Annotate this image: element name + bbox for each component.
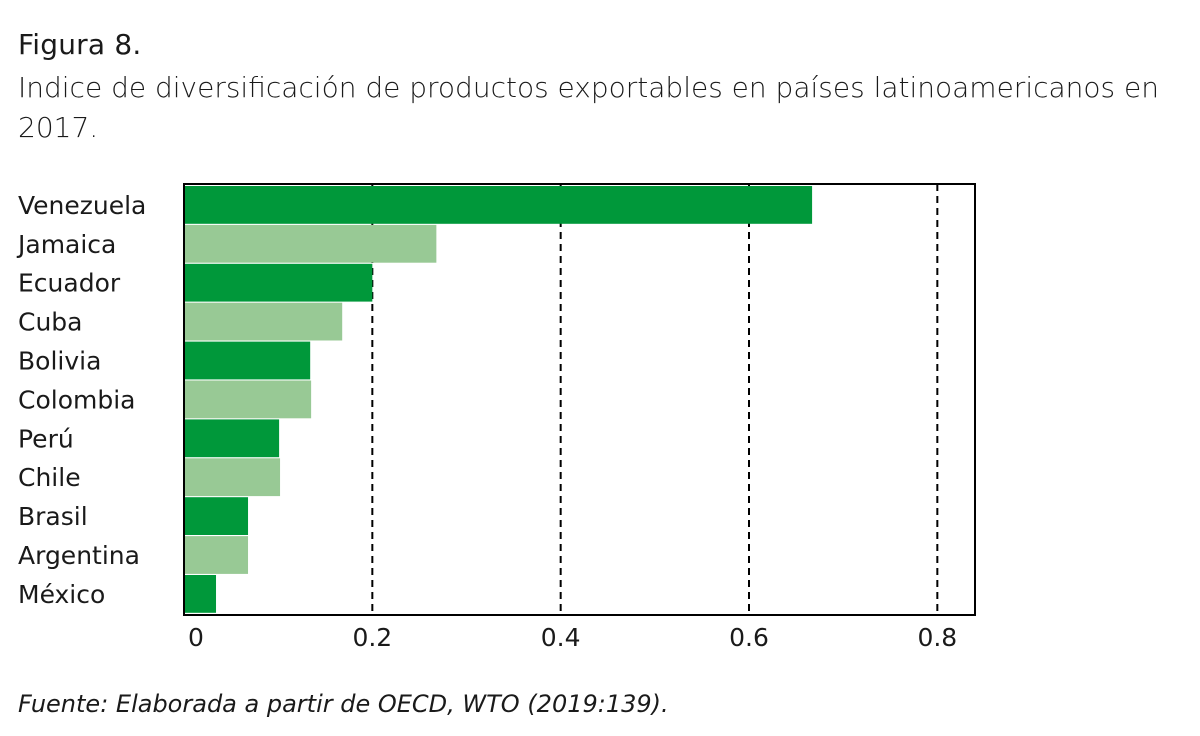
figure-title: Indice de diversificación de productos e… [18, 71, 1159, 144]
x-tick-label-0.2: 0.2 [352, 623, 392, 652]
bar-cuba [184, 302, 343, 341]
bar-colombia [184, 380, 312, 419]
bar-bolivia [184, 341, 311, 380]
category-label-brasil: Brasil [18, 502, 88, 531]
x-tick-label-0.4: 0.4 [541, 623, 581, 652]
plot-frame [183, 183, 976, 616]
category-label-venezuela: Venezuela [18, 191, 146, 220]
category-label-colombia: Colombia [18, 385, 135, 414]
bar-venezuela [184, 186, 813, 224]
category-label-ecuador: Ecuador [18, 269, 121, 298]
gridlines [371, 184, 939, 615]
bar-brasil [184, 497, 249, 535]
x-tick-label-0.8: 0.8 [917, 623, 957, 652]
category-label-perú: Perú [18, 424, 74, 453]
figure-label: Figura 8. [18, 28, 142, 61]
bar-chile [184, 458, 281, 497]
bar-jamaica [184, 224, 437, 263]
category-label-argentina: Argentina [18, 541, 140, 570]
x-axis-ticks: 0 0.2 0.4 0.6 0.8 [188, 623, 957, 652]
bar-méxico [184, 575, 217, 613]
bar-ecuador [184, 263, 373, 302]
bar-perú [184, 419, 280, 458]
category-label-chile: Chile [18, 463, 81, 492]
category-label-jamaica: Jamaica [16, 230, 116, 259]
bar-argentina [184, 536, 249, 574]
category-label-méxico: México [18, 580, 105, 609]
category-labels: Venezuela Jamaica Ecuador Cuba Bolivia Colomb… [16, 191, 146, 609]
source-note: Fuente: Elaborada a partir de OECD, WTO … [18, 690, 669, 718]
category-label-bolivia: Bolivia [18, 347, 101, 376]
x-tick-label-0.6: 0.6 [729, 623, 769, 652]
bars [184, 186, 813, 613]
x-tick-label-0: 0 [188, 623, 204, 652]
category-label-cuba: Cuba [18, 308, 83, 337]
